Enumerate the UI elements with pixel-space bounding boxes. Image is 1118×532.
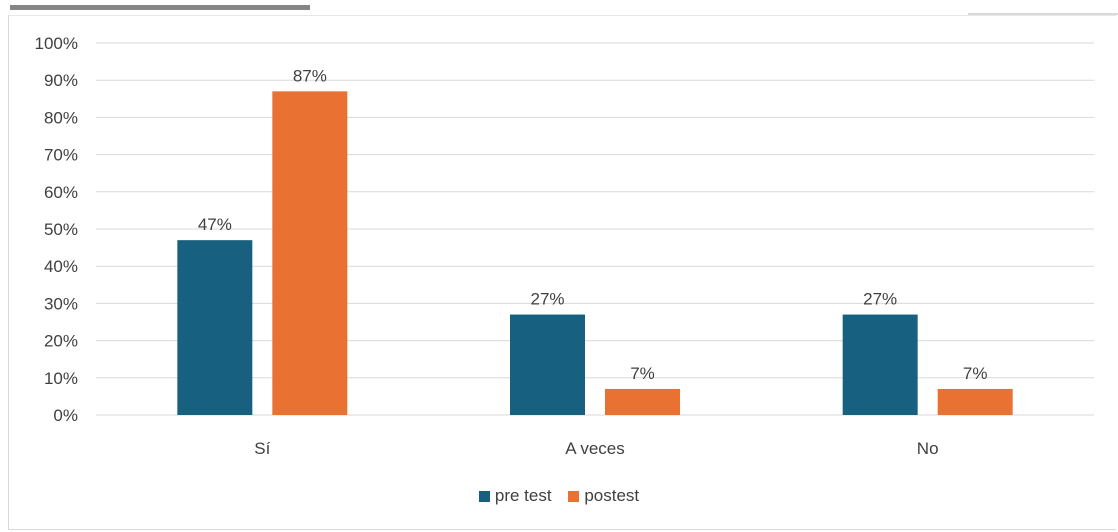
y-tick-label: 40% xyxy=(44,257,78,276)
data-label: 7% xyxy=(630,364,655,383)
x-category-label: No xyxy=(917,439,939,458)
x-category-label: A veces xyxy=(565,439,625,458)
data-label: 7% xyxy=(963,364,988,383)
legend-item-postest: postest xyxy=(568,486,639,506)
data-label: 27% xyxy=(863,290,897,309)
legend-swatch-postest xyxy=(568,490,580,502)
chart-legend: pre test postest xyxy=(0,486,1118,507)
legend-swatch-pre-test xyxy=(478,490,490,502)
legend-item-pre-test: pre test xyxy=(478,486,552,506)
chart-frame xyxy=(8,15,1116,530)
y-tick-label: 100% xyxy=(35,34,78,53)
bar-pre-test xyxy=(177,240,253,415)
cropped-title-fragment xyxy=(10,5,310,10)
y-tick-label: 70% xyxy=(44,146,78,165)
bar-postest xyxy=(272,91,348,416)
data-label: 47% xyxy=(198,215,232,234)
bar-postest xyxy=(937,388,1013,415)
y-tick-label: 60% xyxy=(44,183,78,202)
y-tick-label: 20% xyxy=(44,332,78,351)
y-tick-label: 0% xyxy=(53,406,78,425)
y-tick-label: 90% xyxy=(44,71,78,90)
y-tick-label: 80% xyxy=(44,108,78,127)
data-label: 27% xyxy=(530,290,564,309)
bar-postest xyxy=(605,388,680,415)
y-tick-label: 50% xyxy=(44,220,78,239)
cropped-title-strip xyxy=(0,0,1118,10)
legend-label-pre-test: pre test xyxy=(494,486,552,505)
legend-label-postest: postest xyxy=(584,486,640,505)
chart-corner-tab xyxy=(968,13,1118,15)
x-category-label: Sí xyxy=(254,439,270,458)
y-tick-label: 10% xyxy=(44,369,78,388)
data-label: 87% xyxy=(293,66,327,85)
bar-pre-test xyxy=(842,314,918,415)
bar-pre-test xyxy=(510,314,585,415)
y-tick-label: 30% xyxy=(44,294,78,313)
